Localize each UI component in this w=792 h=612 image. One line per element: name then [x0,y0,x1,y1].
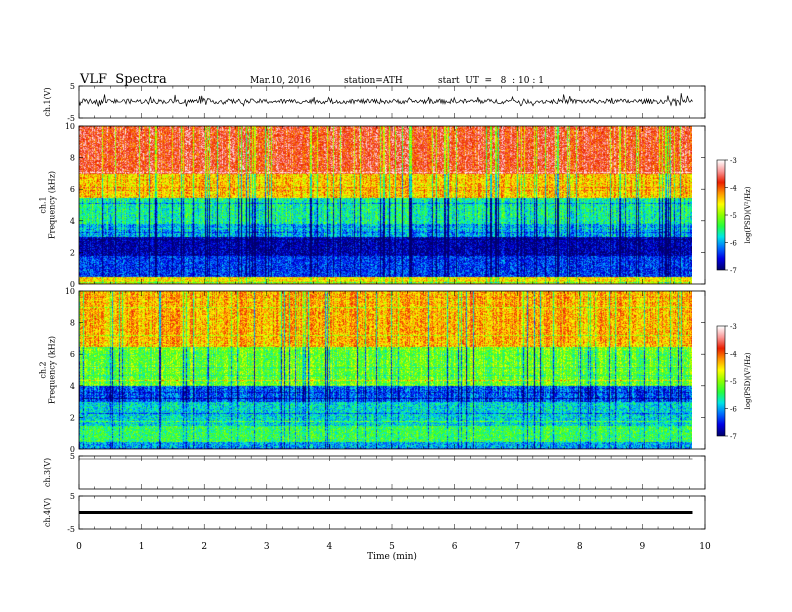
ch1-waveform-y-tick-label: -5 [67,114,75,123]
ch2-spectrogram-y-tick-label: 10 [65,287,75,296]
ch1-spectrogram-y-tick-label: 6 [70,185,75,194]
colorbar-2-image [717,326,725,436]
chart-station: station=ATH [344,76,403,86]
ch1-waveform-trace [78,93,693,107]
x-axis-label: Time (min) [367,551,417,562]
x-tick-label: 3 [264,542,270,552]
ch2-spectrogram-y-tick-label: 0 [70,445,75,454]
colorbar-2-tick-label: -4 [730,351,737,359]
ch2-spectrogram-y-tick-label: 4 [70,382,75,391]
x-tick-label: 7 [514,542,520,552]
plot-axes [78,85,728,530]
x-tick-label: 8 [577,542,583,552]
ch3-waveform-y-tick-label: 5 [70,452,75,461]
x-tick-label: 5 [389,542,395,552]
ch2-spectrogram-y-label: Frequency (kHz) [48,336,57,404]
colorbar-1-tick-label: -7 [730,267,737,275]
ch1-spectrogram-y-tick-label: 0 [70,280,75,289]
ch1-spectrogram-y-label: ch.1 [39,196,48,213]
chart-title: VLF Spectra [80,72,167,87]
x-tick-label: 2 [201,542,207,552]
x-tick-label: 6 [452,542,458,552]
colorbar-1-label: log(PSD)(V²/Hz) [744,186,752,243]
ch4-waveform-y-tick-label: 5 [70,492,75,501]
colorbar-1-tick-label: -6 [730,240,737,248]
colorbar-1-tick-label: -4 [730,185,737,193]
ch4-waveform-y-label: ch.4(V) [43,498,52,527]
ch1-spectrogram-y-label: Frequency (kHz) [48,171,57,239]
ch2-spectrogram-y-label: ch.2 [39,361,48,378]
colorbar-2-label: log(PSD)(V²/Hz) [744,352,752,409]
colorbar-2-tick-label: -7 [730,433,737,441]
chart-start-time: start UT = 8 : 10 : 1 [438,76,544,86]
x-tick-label: 9 [640,542,646,552]
ch1-spectrogram-y-tick-label: 10 [65,122,75,131]
waveform-traces [78,93,693,514]
x-tick-label: 4 [327,542,333,552]
ch1-waveform-y-tick-label: 5 [70,82,75,91]
ch2-spectrogram-image [79,291,692,449]
spectrogram-images [79,126,725,449]
colorbar-1-tick-label: -3 [730,157,737,165]
colorbar-2-tick-label: -5 [730,378,737,386]
ch2-spectrogram-y-tick-label: 8 [70,319,75,328]
ch1-spectrogram-image [79,126,692,284]
ch3-waveform-y-label: ch.3(V) [43,458,52,487]
x-tick-label: 10 [699,542,711,552]
ch1-spectrogram-y-tick-label: 8 [70,154,75,163]
colorbar-1-tick-label: -5 [730,212,737,220]
ch1-waveform-y-label: ch.1(V) [43,87,52,116]
axis-labels: -3 -4 -5 -6 -7 log(PSD)(V²/Hz) -3 -4 -5 -6 -7 log(P… [39,82,753,562]
x-tick-label: 1 [139,542,145,552]
ch1-spectrogram-y-tick-label: 4 [70,217,75,226]
ch1-spectrogram-y-tick-label: 2 [70,248,75,257]
ch2-spectrogram-y-tick-label: 2 [70,413,75,422]
colorbar-2-tick-label: -6 [730,406,737,414]
colorbar-2-tick-label: -3 [730,323,737,331]
chart-date: Mar.10, 2016 [250,76,311,86]
x-tick-label: 0 [76,542,82,552]
ch2-spectrogram-y-tick-label: 6 [70,350,75,359]
ch4-waveform-y-tick-label: -5 [67,525,75,534]
colorbar-1-image [717,160,725,270]
